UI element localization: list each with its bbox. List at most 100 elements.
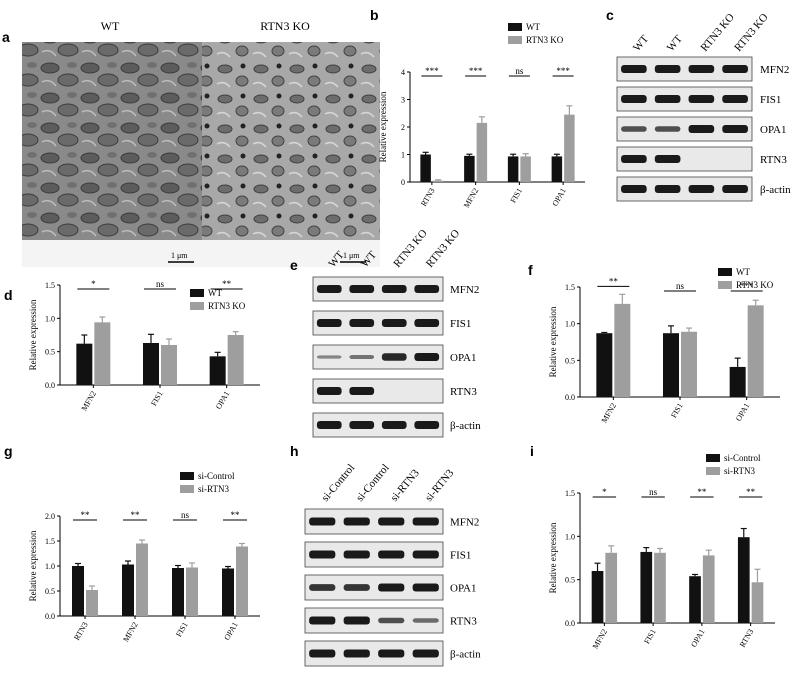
- bar-rtn3-ko: [476, 122, 488, 182]
- bar-rtn3-ko: [432, 180, 444, 182]
- blot-band: [688, 185, 715, 193]
- blot-band: [378, 550, 405, 559]
- significance-label: ns: [181, 510, 190, 520]
- panel-letter-h: h: [290, 443, 299, 459]
- blot-band: [412, 618, 439, 623]
- panel-g: g 0.0 0.5 1.0 1.5 2.0 Relative expression RTN3…: [4, 443, 260, 643]
- bar-si-control: [640, 551, 653, 623]
- legend-swatch: [706, 454, 720, 462]
- scale-bar-label-wt: 1 μm: [171, 251, 188, 260]
- bar-si-rtn3: [702, 555, 715, 623]
- y-tick-label: 2.0: [45, 512, 55, 521]
- blot-row-label: RTN3: [450, 616, 477, 628]
- bar-rtn3-ko: [94, 322, 111, 385]
- blot-band: [722, 95, 748, 103]
- bar-si-control: [122, 564, 134, 616]
- significance-label: ***: [469, 66, 483, 76]
- panel-letter-d: d: [4, 287, 13, 303]
- y-tick-label: 0.5: [45, 587, 55, 596]
- lane-label: si-Control: [319, 462, 357, 504]
- blot-row-label: β-actin: [760, 184, 791, 196]
- blot-band: [343, 649, 370, 658]
- y-tick-label: 3: [401, 96, 405, 105]
- significance-label: *: [91, 279, 96, 289]
- blot-band: [722, 185, 748, 193]
- bar-si-rtn3: [751, 582, 764, 623]
- legend-label: RTN3 KO: [736, 280, 774, 290]
- y-tick-label: 1.5: [565, 489, 575, 498]
- blot-band: [412, 583, 439, 592]
- x-tick-label: MFN2: [600, 402, 618, 425]
- blot-band: [316, 355, 342, 359]
- blot-band: [316, 387, 342, 395]
- x-tick-label: RTN3: [738, 628, 756, 649]
- blot-band: [621, 95, 647, 103]
- blot-row-label: MFN2: [450, 517, 479, 529]
- blot-band: [309, 584, 336, 591]
- chart-b: 0 1 2 3 4 Relative expression RTN3 *** MFN2 *** FI…: [378, 22, 585, 209]
- bar-si-rtn3: [605, 552, 618, 623]
- lane-label: si-RTN3: [423, 467, 457, 504]
- blot-band: [412, 649, 439, 658]
- significance-label: ***: [425, 66, 439, 76]
- y-tick-label: 1: [401, 151, 405, 160]
- bar-rtn3-ko: [564, 114, 575, 182]
- blot-band: [654, 95, 681, 103]
- panel-letter-e: e: [290, 257, 298, 273]
- y-tick-label: 1.5: [45, 537, 55, 546]
- significance-label: ns: [156, 279, 165, 289]
- legend-label: RTN3 KO: [208, 301, 246, 311]
- significance-label: ns: [676, 281, 685, 291]
- blot-band: [349, 421, 375, 429]
- bar-si-rtn3: [136, 543, 148, 616]
- bar-rtn3-ko: [614, 303, 631, 397]
- lane-label: si-Control: [354, 462, 392, 504]
- lane-label: si-RTN3: [388, 467, 422, 504]
- legend-label: si-Control: [724, 453, 761, 463]
- blot-band: [343, 584, 370, 591]
- blot-band: [621, 185, 647, 193]
- blot-band: [654, 185, 681, 193]
- panel-letter-f: f: [528, 262, 533, 278]
- em-image-wt: [22, 42, 202, 267]
- blot-band: [316, 421, 342, 429]
- y-tick-label: 1.5: [45, 281, 55, 290]
- x-tick-label: RTN3: [419, 187, 437, 208]
- legend-label: RTN3 KO: [526, 35, 564, 45]
- blot-band: [381, 319, 407, 327]
- x-tick-label: FIS1: [669, 402, 685, 420]
- blot-band: [309, 550, 336, 559]
- bar-rtn3-ko: [520, 156, 531, 182]
- lane-label: WT: [631, 33, 651, 54]
- bar-wt: [551, 156, 563, 182]
- blot-row-label: MFN2: [760, 64, 789, 76]
- blot-band: [688, 65, 715, 73]
- chart-i: 0.0 0.5 1.0 1.5 Relative expression MFN2 * FIS1…: [548, 453, 775, 650]
- blot-band: [378, 517, 405, 526]
- blot-band: [309, 649, 336, 658]
- bar-wt: [729, 366, 746, 397]
- blot-band: [309, 517, 336, 526]
- y-axis-label: Relative expression: [28, 530, 38, 601]
- significance-label: *: [602, 487, 607, 497]
- bar-si-control: [72, 566, 84, 616]
- blot-band: [349, 387, 375, 395]
- blot-band: [343, 517, 370, 526]
- blot-band: [412, 550, 439, 559]
- bar-rtn3-ko: [747, 305, 764, 397]
- blot-row-label: RTN3: [760, 154, 787, 166]
- significance-label: ns: [515, 66, 524, 76]
- lane-label: RTN3 KO: [424, 227, 462, 270]
- y-tick-label: 1.0: [45, 562, 55, 571]
- panel-i: i 0.0 0.5 1.0 1.5 Relative expression MFN2 * FI…: [530, 443, 775, 650]
- x-tick-label: MFN2: [462, 187, 480, 210]
- x-tick-label: OPA1: [550, 187, 567, 208]
- bar-si-rtn3: [86, 590, 98, 616]
- y-tick-label: 1.0: [565, 532, 575, 541]
- blot-band: [414, 285, 440, 293]
- blot-band: [316, 319, 342, 327]
- x-tick-label: OPA1: [222, 621, 239, 642]
- chart-g: 0.0 0.5 1.0 1.5 2.0 Relative expression RTN3 **…: [28, 471, 260, 643]
